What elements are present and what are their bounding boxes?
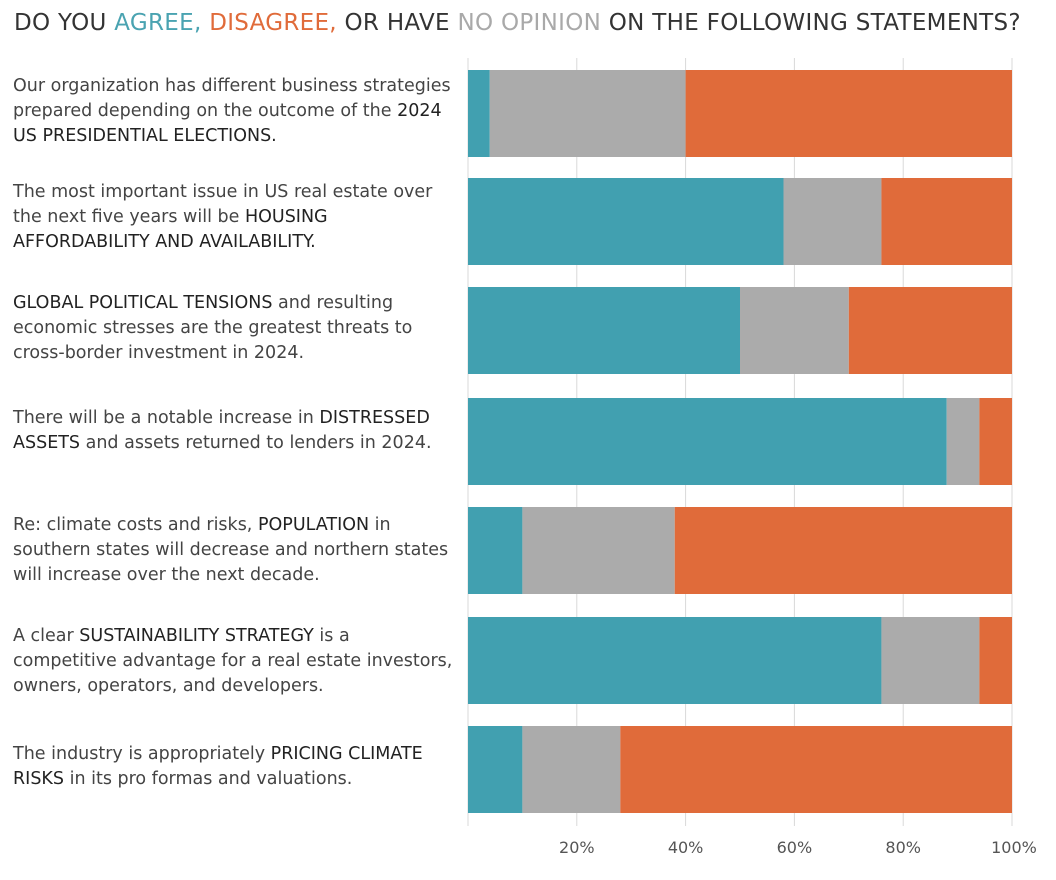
bar-agree-5: [468, 507, 523, 594]
statement-text: in its pro formas and valuations.: [64, 769, 353, 789]
statement-4: There will be a notable increase in DIST…: [13, 406, 453, 456]
title-agree: AGREE,: [114, 10, 202, 36]
statement-text: A clear: [13, 626, 80, 646]
bar-agree-3: [468, 287, 740, 374]
bar-disagree-6: [979, 617, 1012, 704]
bar-agree-6: [468, 617, 882, 704]
bar-agree-2: [468, 178, 784, 265]
bar-disagree-5: [674, 507, 1012, 594]
statement-highlight: HOUSING AFFORDABILITY AND AVAILABILITY.: [13, 207, 328, 252]
x-tick-label: 80%: [885, 838, 921, 857]
bar-no-opinion-3: [740, 287, 849, 374]
bar-disagree-4: [979, 398, 1012, 485]
statement-text: and assets returned to lenders in 2024.: [80, 433, 432, 453]
statement-text: Our organization has different business …: [13, 76, 451, 121]
bar-no-opinion-2: [783, 178, 882, 265]
title-disagree: DISAGREE,: [201, 10, 337, 36]
statement-text: is a competitive advantage for a real es…: [13, 626, 453, 696]
x-tick-label: 40%: [668, 838, 704, 857]
statement-text: and resulting economic stresses are the …: [13, 293, 413, 363]
statement-highlight: POPULATION: [257, 515, 370, 535]
statement-2: The most important issue in US real esta…: [13, 180, 453, 255]
statement-3: GLOBAL POLITICAL TENSIONS and resulting …: [13, 291, 453, 366]
x-tick-label: 100%: [991, 838, 1037, 857]
x-tick-label: 20%: [559, 838, 595, 857]
statement-7: The industry is appropriately PRICING CL…: [13, 742, 453, 792]
statement-1: Our organization has different business …: [13, 74, 453, 149]
chart-title: DO YOU AGREE, DISAGREE, OR HAVE NO OPINI…: [14, 10, 1021, 36]
bar-no-opinion-1: [489, 70, 686, 157]
statement-text: The industry is appropriately: [13, 744, 271, 764]
statement-5: Re: climate costs and risks, POPULATION …: [13, 513, 453, 588]
bar-disagree-1: [685, 70, 1012, 157]
statement-highlight: PRICING CLIMATE RISKS: [13, 744, 423, 789]
bar-no-opinion-5: [522, 507, 675, 594]
bar-no-opinion-7: [522, 726, 621, 813]
title-suffix: ON THE FOLLOWING STATEMENTS?: [601, 10, 1021, 36]
bar-no-opinion-6: [881, 617, 980, 704]
bar-agree-4: [468, 398, 947, 485]
bar-agree-7: [468, 726, 523, 813]
bar-agree-1: [468, 70, 490, 157]
statement-text: The most important issue in US real esta…: [13, 182, 433, 227]
statement-highlight: SUSTAINABILITY STRATEGY: [79, 626, 314, 646]
statement-highlight: GLOBAL POLITICAL TENSIONS: [13, 293, 273, 313]
title-no-opinion: NO OPINION: [457, 10, 602, 36]
bar-disagree-2: [881, 178, 1012, 265]
statement-6: A clear SUSTAINABILITY STRATEGY is a com…: [13, 624, 453, 699]
bar-no-opinion-4: [946, 398, 980, 485]
statement-text: There will be a notable increase in: [13, 408, 320, 428]
title-prefix: DO YOU: [14, 10, 115, 36]
x-tick-label: 60%: [777, 838, 813, 857]
statement-text: Re: climate costs and risks,: [13, 515, 258, 535]
title-mid: OR HAVE: [336, 10, 458, 36]
statement-highlight: DISTRESSED ASSETS: [13, 408, 430, 453]
bar-disagree-7: [620, 726, 1012, 813]
statement-text: in southern states will decrease and nor…: [13, 515, 449, 585]
statement-highlight: 2024 US PRESIDENTIAL ELECTIONS.: [13, 101, 442, 146]
bar-disagree-3: [848, 287, 1012, 374]
